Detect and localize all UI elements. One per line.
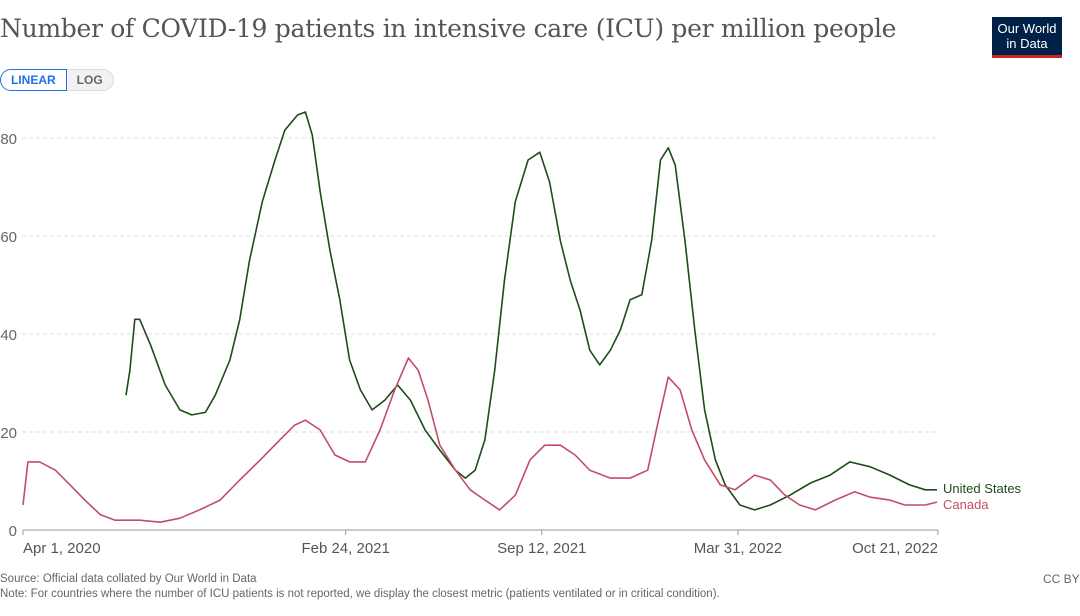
x-tick-label: Apr 1, 2020 (23, 540, 101, 557)
log-button[interactable]: LOG (66, 69, 114, 91)
x-tick-label: Mar 31, 2022 (694, 540, 782, 557)
footer-notes: Source: Official data collated by Our Wo… (0, 572, 720, 602)
logo-line2: in Data (1006, 36, 1048, 51)
series-line-canada (22, 357, 938, 523)
series-line-united-states (125, 111, 937, 511)
y-tick-label: 20 (0, 425, 17, 442)
license-link[interactable]: CC BY (1043, 572, 1080, 586)
chart-title: Number of COVID-19 patients in intensive… (0, 14, 897, 43)
scale-toggle: LINEAR LOG (0, 69, 114, 91)
note-text: Note: For countries where the number of … (0, 588, 720, 600)
owid-logo[interactable]: Our World in Data (992, 17, 1062, 58)
linear-button[interactable]: LINEAR (0, 69, 67, 91)
y-tick-label: 0 (9, 523, 17, 540)
x-tick-label: Sep 12, 2021 (497, 540, 586, 557)
x-tick-label: Feb 24, 2021 (301, 540, 389, 557)
logo-line1: Our World (997, 21, 1057, 36)
y-tick-label: 60 (0, 229, 17, 246)
series-label: United States (943, 481, 1022, 496)
series-label: Canada (943, 497, 989, 512)
source-text: Source: Official data collated by Our Wo… (0, 573, 257, 585)
line-chart: 0 20 40 60 80 Apr 1, 2020 Feb 24, 2021 Sep 12, … (0, 111, 1022, 557)
y-tick-label: 80 (0, 131, 17, 148)
x-tick-label: Oct 21, 2022 (852, 540, 938, 557)
y-tick-label: 40 (0, 327, 17, 344)
